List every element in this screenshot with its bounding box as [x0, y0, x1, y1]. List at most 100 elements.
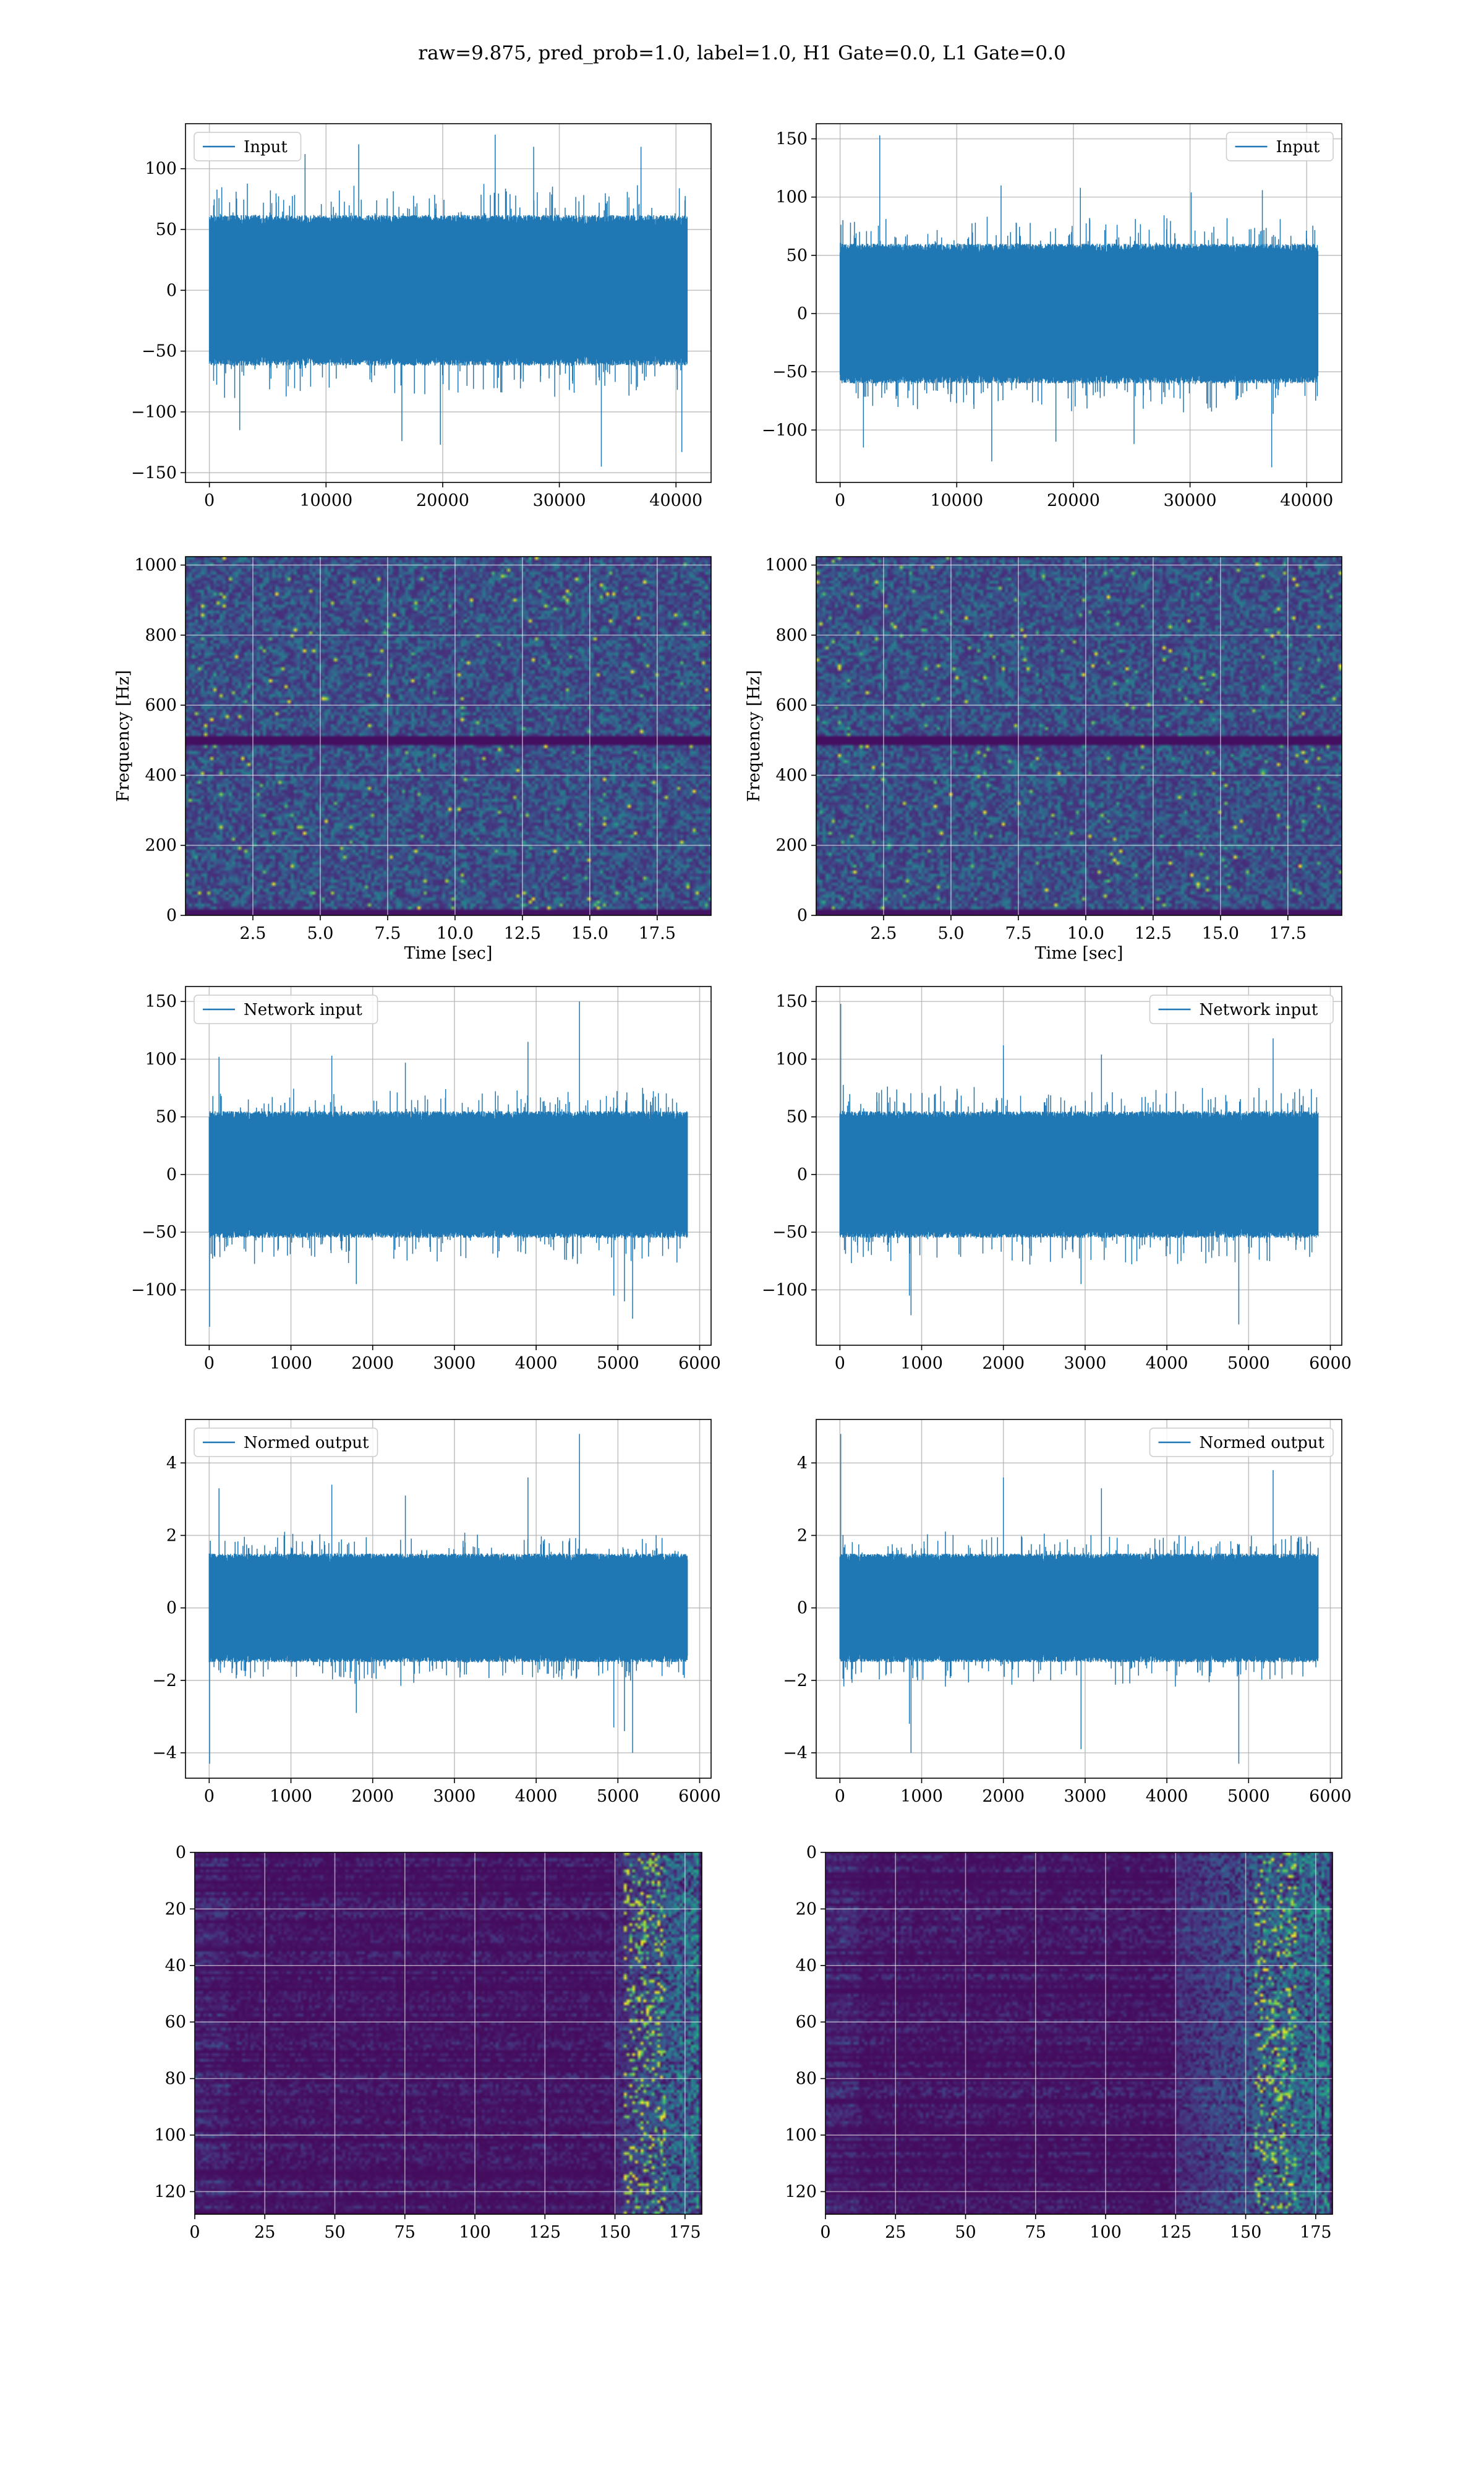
x-tick-label: 100: [459, 2223, 491, 2242]
x-tick-label: 50: [324, 2223, 345, 2242]
y-tick-label: −100: [131, 403, 177, 422]
x-tick-label: 40000: [1280, 491, 1333, 510]
legend: Normed output: [194, 1427, 378, 1457]
legend-box: [194, 1427, 378, 1457]
axes-frame: [816, 1419, 1342, 1779]
axes-frame: [825, 1852, 1333, 2215]
y-tick-label: −100: [762, 421, 808, 440]
axes-r2c0: 0 1000 2000 3000 4000 5000 6000 −100 −50 0 50 100 15…: [131, 986, 721, 1373]
x-tick-label: 25: [885, 2223, 906, 2242]
y-tick-label: 0: [166, 281, 177, 300]
x-tick-label: 30000: [1164, 491, 1217, 510]
signal-trace: [208, 1434, 688, 1764]
heatmap-image: [825, 1852, 1333, 2214]
y-tick-label: 50: [787, 246, 808, 265]
y-tick-label: −2: [783, 1671, 808, 1690]
axes-r4c1: 0 25 50 75 100 125 150 175 0 20 40 60 80 100 120: [785, 1843, 1333, 2242]
y-tick-label: −4: [152, 1744, 177, 1763]
y-tick-label: 0: [166, 906, 177, 925]
legend: Normed output: [1149, 1427, 1334, 1457]
signal-trace: [839, 1003, 1319, 1325]
y-tick-label: 1000: [134, 556, 177, 575]
y-tick-label: 800: [775, 626, 808, 645]
y-tick-label: 60: [796, 2013, 817, 2032]
x-tick-label: 100: [1090, 2223, 1122, 2242]
axes-r0c0: 0 10000 20000 30000 40000 −150 −100 −50 0 50 100 In…: [131, 123, 712, 510]
heatmap-image: [816, 557, 1342, 915]
x-tick-label: 17.5: [639, 924, 676, 943]
axes-r4c0: 0 25 50 75 100 125 150 175 0 20 40 60 80 100 120: [154, 1843, 702, 2242]
y-tick-label: 400: [145, 766, 177, 785]
figure-suptitle: raw=9.875, pred_prob=1.0, label=1.0, H1 …: [418, 42, 1066, 64]
y-tick-label: 40: [796, 1956, 817, 1975]
legend-label: Input: [1276, 138, 1320, 156]
x-tick-label: 2000: [982, 1787, 1025, 1806]
signal-trace: [839, 135, 1319, 468]
y-tick-label: −150: [131, 463, 177, 482]
y-tick-label: 100: [775, 1050, 808, 1069]
x-tick-label: 4000: [515, 1354, 558, 1373]
x-tick-label: 5000: [1227, 1354, 1270, 1373]
legend-label: Normed output: [1200, 1434, 1325, 1452]
x-tick-label: 0: [820, 2223, 830, 2242]
axes-frame: [194, 1852, 702, 2215]
y-tick-label: 2: [797, 1526, 808, 1545]
legend-label: Normed output: [244, 1434, 369, 1452]
x-tick-label: 2000: [351, 1787, 394, 1806]
axes-frame: [816, 556, 1342, 916]
y-tick-label: 80: [165, 2070, 186, 2089]
x-tick-label: 10000: [299, 491, 352, 510]
legend-label: Network input: [1200, 1001, 1318, 1019]
y-tick-label: 600: [775, 696, 808, 715]
x-tick-label: 12.5: [504, 924, 541, 943]
x-tick-label: 25: [254, 2223, 275, 2242]
x-tick-label: 1000: [900, 1354, 943, 1373]
legend-box: [194, 995, 378, 1024]
y-tick-label: −50: [772, 1223, 808, 1242]
y-tick-label: 50: [156, 1108, 177, 1127]
axes-frame: [185, 986, 712, 1346]
y-axis-label: Frequency [Hz]: [114, 670, 133, 802]
x-tick-label: 15.0: [571, 924, 608, 943]
x-tick-label: 40000: [649, 491, 702, 510]
x-tick-label: 2000: [982, 1354, 1025, 1373]
legend-box: [194, 132, 302, 161]
axes-frame: [185, 1419, 712, 1779]
y-tick-label: 0: [806, 1843, 817, 1862]
x-tick-label: 10.0: [1067, 924, 1104, 943]
signal-trace: [208, 134, 688, 467]
x-tick-label: 10.0: [437, 924, 474, 943]
y-tick-label: 600: [145, 696, 177, 715]
x-tick-label: 5.0: [307, 924, 333, 943]
x-tick-label: 175: [669, 2223, 701, 2242]
x-tick-label: 6000: [678, 1354, 721, 1373]
x-tick-label: 3000: [1064, 1787, 1107, 1806]
x-tick-label: 2.5: [870, 924, 897, 943]
y-tick-label: 4: [166, 1453, 177, 1473]
axes-r0c1: 0 10000 20000 30000 40000 −100 −50 0 50 100 150 Inp…: [762, 123, 1342, 510]
x-tick-label: 1000: [900, 1787, 943, 1806]
y-tick-label: 150: [145, 992, 177, 1011]
x-tick-label: 6000: [678, 1787, 721, 1806]
y-tick-label: 100: [775, 188, 808, 207]
y-tick-label: 100: [145, 160, 177, 179]
y-tick-label: 20: [165, 1899, 186, 1919]
y-tick-label: 0: [797, 906, 808, 925]
y-tick-label: 100: [785, 2126, 817, 2145]
x-tick-label: 12.5: [1135, 924, 1172, 943]
x-tick-label: 0: [835, 1354, 845, 1373]
y-tick-label: 0: [797, 1599, 808, 1618]
x-tick-label: 0: [189, 2223, 200, 2242]
x-tick-label: 15.0: [1202, 924, 1239, 943]
axes-frame: [185, 123, 712, 483]
legend-box: [1226, 132, 1334, 161]
heatmap-image: [186, 557, 711, 915]
x-tick-label: 50: [955, 2223, 976, 2242]
y-tick-label: 2: [166, 1526, 177, 1545]
x-tick-label: 20000: [416, 491, 469, 510]
y-tick-label: −50: [772, 362, 808, 382]
x-tick-label: 0: [204, 491, 215, 510]
x-tick-label: 7.5: [374, 924, 401, 943]
x-tick-label: 0: [835, 491, 845, 510]
y-tick-label: 800: [145, 626, 177, 645]
